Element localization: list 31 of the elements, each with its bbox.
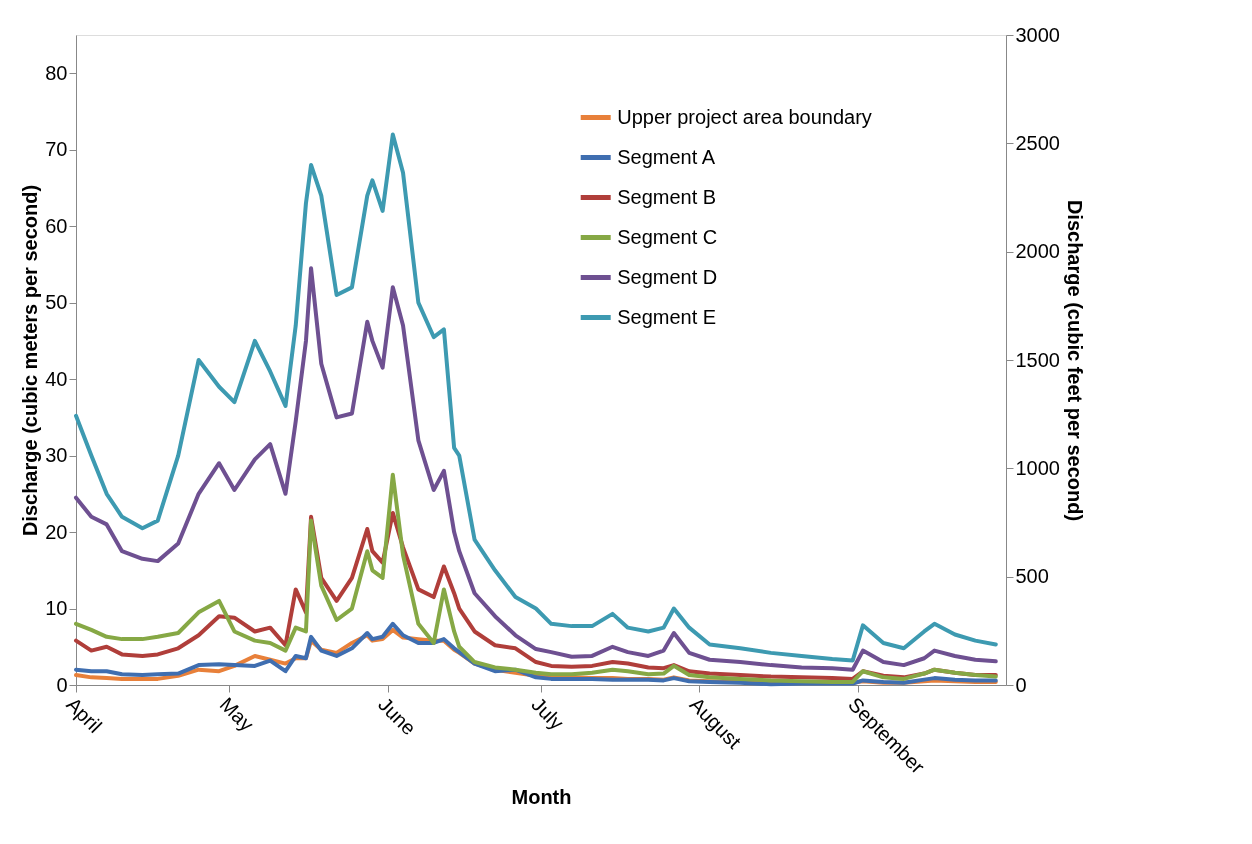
y-axis-title: Discharge (cubic meters per second): [19, 184, 42, 537]
x-axis-title: Month: [511, 785, 572, 808]
legend-label: Segment E: [617, 305, 717, 328]
y2-tick-label: 1500: [1015, 348, 1060, 371]
line-series: [74, 266, 998, 672]
y2-tick-label: 3000: [1015, 23, 1060, 46]
legend-label: Segment C: [617, 225, 718, 248]
y-tick-label: 0: [56, 673, 68, 696]
y-tick-label: 20: [45, 520, 68, 543]
legend-label: Segment B: [617, 185, 717, 208]
y-tick-label: 10: [45, 597, 68, 620]
y2-tick-label: 0: [1015, 673, 1027, 696]
legend-label: Segment A: [617, 145, 716, 168]
line-series: [74, 132, 998, 663]
y-tick-label: 60: [45, 214, 68, 237]
x-tick-label: May: [215, 693, 258, 736]
x-tick-label: July: [527, 693, 569, 734]
y-tick-label: 50: [45, 291, 68, 314]
legend-label: Segment D: [617, 265, 718, 288]
y-tick-label: 80: [45, 61, 68, 84]
line-series: [74, 472, 998, 684]
y2-tick-label: 2000: [1015, 240, 1060, 263]
y-tick-label: 30: [45, 444, 68, 467]
y-tick-label: 40: [45, 367, 68, 390]
y2-tick-label: 1000: [1015, 456, 1060, 479]
y-tick-label: 70: [45, 138, 68, 161]
legend-label: Upper project area boundary: [617, 105, 872, 128]
y2-tick-label: 500: [1015, 565, 1049, 588]
y2-axis-title: Discharge (cubic feet per second): [1063, 199, 1086, 522]
x-tick-label: April: [62, 693, 107, 737]
y2-tick-label: 2500: [1015, 131, 1060, 154]
